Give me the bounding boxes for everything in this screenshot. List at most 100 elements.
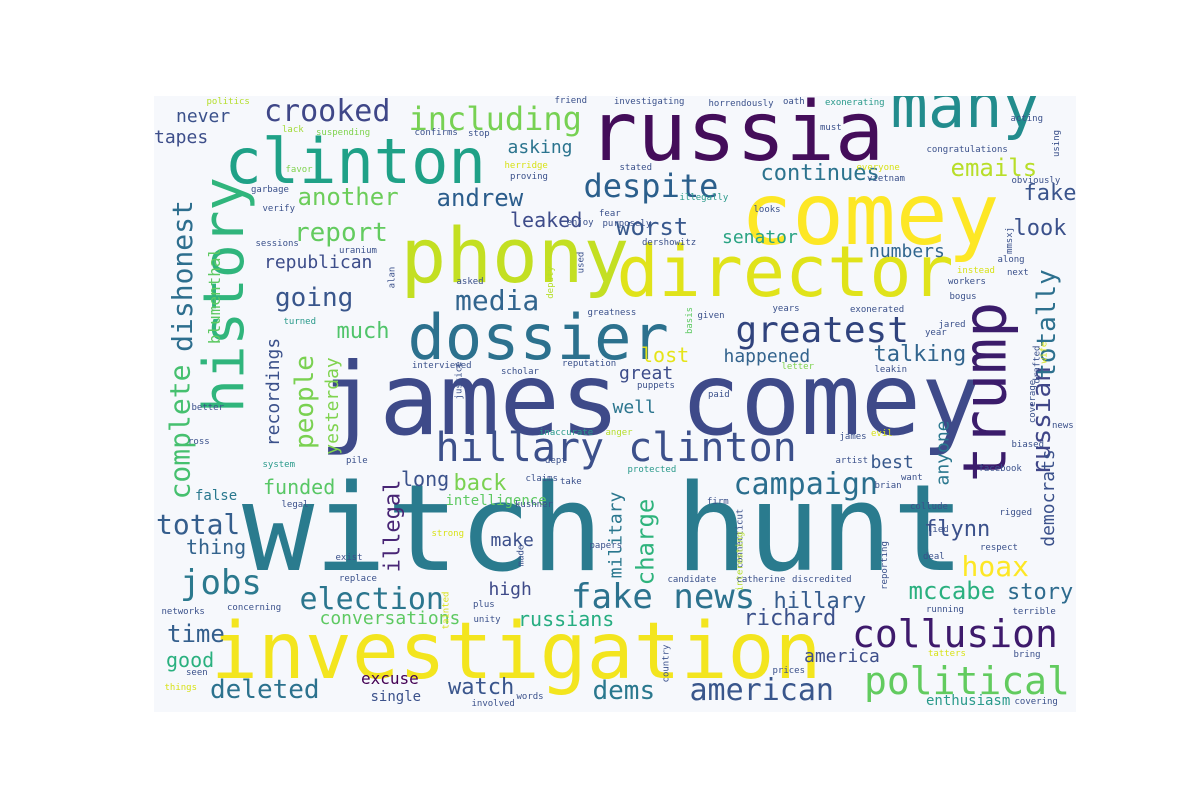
word-exist: exist (335, 552, 363, 563)
word-fake-news: fake news (571, 577, 756, 617)
word-media: media (455, 284, 540, 317)
word-workers: workers (948, 276, 986, 287)
word-many: many (890, 96, 1040, 142)
word-exonerated: exonerated (850, 304, 905, 315)
word-enjoy: enjoy (566, 217, 594, 228)
word-witch-hunt: witch hunt (242, 460, 965, 599)
word-justice: justice (454, 361, 465, 399)
word-friend: friend (554, 96, 588, 106)
word-proving: proving (510, 171, 548, 182)
word-involved: involved (471, 698, 515, 709)
word-lack: lack (282, 124, 304, 135)
word-inaccurate: inaccurate (539, 427, 594, 438)
word-military: military (604, 491, 626, 579)
word-coverage: coverage (1027, 379, 1038, 423)
word-jared: jared (938, 319, 966, 330)
word-investigation: investigation (211, 607, 822, 697)
word-thing: thing (186, 535, 247, 559)
word-dershowitz: dershowitz (642, 237, 697, 248)
word-rigged: rigged (999, 507, 1033, 518)
word-going: going (275, 283, 354, 313)
word-letter: letter (781, 361, 815, 372)
word-paid: paid (708, 389, 730, 400)
word-worst: worst (616, 213, 689, 241)
word-dishonest: dishonest (165, 200, 199, 352)
word-russians: russians (518, 607, 615, 631)
word-leaked: leaked (510, 208, 583, 232)
word-looks: looks (753, 204, 781, 215)
word-candidate: candidate (667, 574, 717, 585)
word-plus: plus (473, 599, 495, 610)
word-deleted: deleted (210, 675, 320, 705)
word-stop: stop (468, 128, 490, 139)
word-everyone: everyone (856, 162, 900, 173)
word-anger: anger (605, 427, 633, 438)
word-lied: lied (927, 524, 949, 535)
word-mccabe: mccabe (908, 577, 996, 605)
word-made: made (516, 544, 527, 566)
word-campaign: campaign (733, 467, 879, 502)
word-investigating: investigating (614, 96, 685, 107)
word-deputy: deputy (545, 265, 556, 299)
word-things: things (164, 682, 198, 693)
word-news: news (1052, 420, 1074, 431)
word-better: better (191, 402, 225, 413)
word-ross: ross (188, 436, 210, 447)
word-numbers: numbers (869, 241, 945, 262)
word-claims: claims (525, 473, 559, 484)
word-asking: asking (507, 137, 573, 158)
word-emails: emails (950, 154, 1038, 182)
word-dossier: dossier (407, 301, 669, 374)
word-want: want (901, 472, 923, 483)
word-must: must (820, 122, 842, 133)
word-protected: protected (627, 464, 677, 475)
word-yesterday: yesterday (321, 357, 343, 455)
word-comey: comey (740, 165, 1000, 265)
word-greatest: greatest (735, 310, 909, 351)
word-garbage: garbage (251, 184, 289, 195)
word-instead: instead (957, 265, 995, 276)
word-seen: seen (186, 667, 208, 678)
word-election: election (299, 582, 445, 617)
word-andrew: andrew (436, 184, 524, 212)
word-facebook: facebook (978, 463, 1022, 474)
word-collude: collude (910, 501, 948, 512)
word-unity: unity (473, 614, 501, 625)
word-illegally: illegally (679, 192, 729, 203)
word-continues: continues (760, 161, 880, 186)
word-look: look (1013, 216, 1067, 241)
word-sessions: sessions (255, 238, 299, 249)
word-conversations: conversations (319, 608, 461, 629)
word-another: another (297, 183, 399, 211)
word-much: much (336, 319, 390, 344)
word-james-comey: james comey (319, 341, 982, 458)
word-fear: fear (599, 208, 621, 219)
word-charge: charge (630, 498, 659, 586)
word-stated: stated (619, 162, 653, 173)
word-excuse: excuse (361, 669, 419, 688)
word-catherine: catherine (736, 574, 786, 585)
word-story: story (1007, 580, 1074, 605)
word-artist: artist (835, 455, 869, 466)
word-reporting: reporting (879, 540, 890, 590)
word-make: make (490, 530, 534, 551)
word-asked: asked (456, 276, 484, 287)
word-tainted: tainted (441, 591, 452, 629)
word-horrendously: horrendously (708, 98, 774, 109)
word-america: america (804, 646, 880, 667)
word-bogus: bogus (949, 291, 977, 302)
word-republican: republican (264, 252, 373, 273)
word-american: american (689, 673, 835, 708)
word-high: high (488, 579, 532, 600)
word-funded: funded (263, 475, 336, 499)
word-alan: alan (387, 266, 398, 288)
word-concerning: concerning (227, 602, 282, 613)
word-basis: basis (684, 306, 695, 334)
word-confirms: confirms (414, 127, 458, 138)
word-hillary: hillary (773, 589, 867, 614)
word-hoax: hoax (961, 550, 1029, 583)
word-evil: evil (871, 428, 893, 439)
word-back: back (453, 471, 507, 496)
word-legal: legal (281, 499, 309, 510)
word-replace: replace (339, 573, 377, 584)
